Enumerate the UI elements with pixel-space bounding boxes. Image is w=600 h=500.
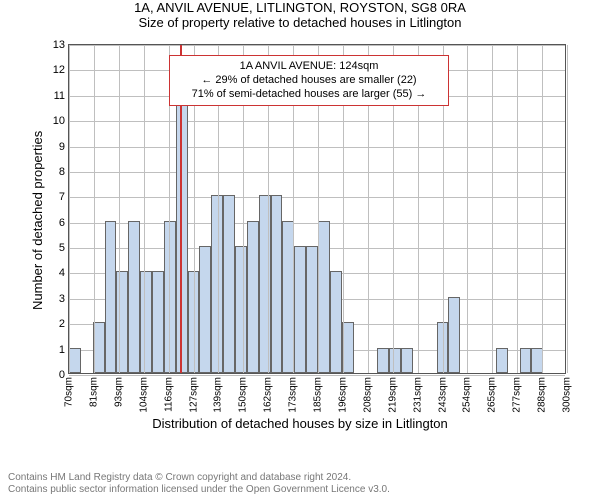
histogram-bar — [306, 246, 318, 373]
y-tick-label: 8 — [59, 166, 65, 178]
histogram-bar — [330, 271, 342, 373]
y-tick-label: 6 — [59, 217, 65, 229]
annotation-line: 1A ANVIL AVENUE: 124sqm — [178, 60, 440, 74]
histogram-bar — [318, 221, 330, 373]
histogram-bar — [211, 195, 223, 373]
x-tick-label: 231sqm — [412, 377, 423, 413]
x-tick-label: 208sqm — [362, 377, 373, 413]
annotation-line: ← 29% of detached houses are smaller (22… — [178, 74, 440, 88]
histogram-bar — [520, 348, 532, 373]
x-axis-label: Distribution of detached houses by size … — [20, 416, 580, 431]
y-axis-label: Number of detached properties — [30, 131, 45, 310]
y-tick-label: 9 — [59, 141, 65, 153]
plot-area: 01234567891011121370sqm81sqm93sqm104sqm1… — [68, 44, 566, 374]
x-tick-label: 70sqm — [64, 377, 75, 407]
annotation-line: 71% of semi-detached houses are larger (… — [178, 88, 440, 102]
gridline-v — [119, 45, 120, 373]
histogram-bar — [448, 297, 460, 373]
histogram-bar — [247, 221, 259, 373]
y-tick-label: 11 — [54, 90, 65, 102]
annotation-box: 1A ANVIL AVENUE: 124sqm← 29% of detached… — [169, 55, 449, 106]
gridline-v — [69, 45, 70, 373]
gridline-v — [467, 45, 468, 373]
y-tick-label: 5 — [59, 242, 65, 254]
gridline-v — [517, 45, 518, 373]
x-tick-label: 104sqm — [138, 377, 149, 413]
x-tick-label: 116sqm — [163, 377, 174, 412]
x-tick-label: 277sqm — [512, 377, 523, 413]
histogram-bar — [199, 246, 211, 373]
y-tick-label: 4 — [59, 267, 65, 279]
x-tick-label: 139sqm — [213, 377, 224, 413]
gridline-v — [492, 45, 493, 373]
histogram-bar — [389, 348, 401, 373]
gridline-h — [69, 375, 565, 376]
y-tick-label: 2 — [59, 318, 65, 330]
chart-subtitle: Size of property relative to detached ho… — [0, 15, 600, 30]
gridline-v — [144, 45, 145, 373]
x-tick-label: 254sqm — [462, 377, 473, 413]
x-tick-label: 93sqm — [113, 377, 124, 407]
histogram-bar — [69, 348, 81, 373]
histogram-bar — [235, 246, 247, 373]
y-tick-label: 12 — [53, 64, 65, 76]
y-tick-label: 13 — [53, 39, 65, 51]
x-tick-label: 185sqm — [313, 377, 324, 413]
x-tick-label: 243sqm — [437, 377, 448, 413]
chart-wrap: Number of detached properties 0123456789… — [20, 36, 580, 416]
footer: Contains HM Land Registry data © Crown c… — [8, 472, 592, 496]
histogram-bar — [128, 221, 140, 373]
x-tick-label: 219sqm — [387, 377, 398, 413]
histogram-bar — [294, 246, 306, 373]
histogram-bar — [271, 195, 283, 373]
chart-title: 1A, ANVIL AVENUE, LITLINGTON, ROYSTON, S… — [0, 0, 600, 15]
histogram-bar — [496, 348, 508, 373]
x-tick-label: 173sqm — [288, 377, 299, 413]
y-tick-label: 1 — [59, 344, 65, 356]
histogram-bar — [152, 271, 164, 373]
x-tick-label: 288sqm — [537, 377, 548, 413]
histogram-bar — [105, 221, 117, 373]
histogram-bar — [401, 348, 413, 373]
x-tick-label: 265sqm — [487, 377, 498, 413]
gridline-v — [567, 45, 568, 373]
histogram-bar — [140, 271, 152, 373]
y-tick-label: 7 — [59, 191, 65, 203]
x-tick-label: 150sqm — [238, 377, 249, 413]
footer-line2: Contains public sector information licen… — [8, 484, 592, 496]
histogram-bar — [223, 195, 235, 373]
x-tick-label: 127sqm — [188, 377, 199, 413]
gridline-v — [94, 45, 95, 373]
x-tick-label: 162sqm — [263, 377, 274, 413]
x-tick-label: 300sqm — [562, 377, 573, 413]
gridline-v — [542, 45, 543, 373]
y-tick-label: 10 — [53, 115, 65, 127]
histogram-bar — [377, 348, 389, 373]
histogram-bar — [164, 221, 176, 373]
y-tick-label: 3 — [59, 293, 65, 305]
x-tick-label: 196sqm — [337, 377, 348, 413]
x-tick-label: 81sqm — [88, 377, 99, 407]
footer-line1: Contains HM Land Registry data © Crown c… — [8, 472, 592, 484]
